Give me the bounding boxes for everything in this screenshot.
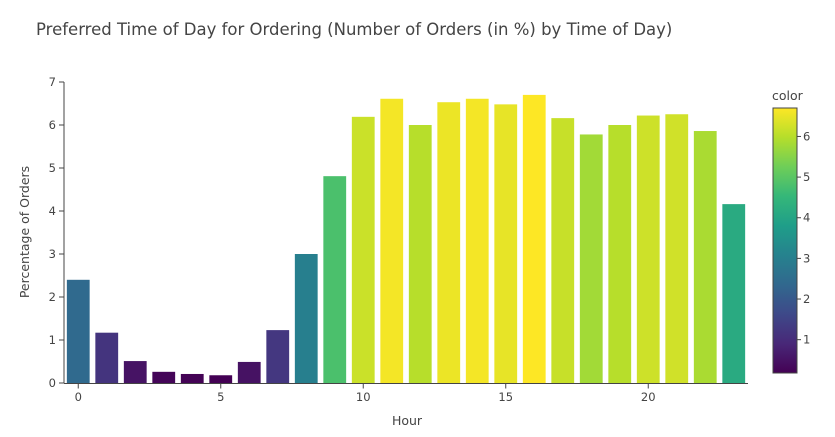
x-tick-label: 10 bbox=[356, 390, 371, 404]
y-tick-label: 1 bbox=[49, 333, 56, 347]
bars-layer bbox=[66, 94, 746, 384]
bar-hour-3 bbox=[152, 371, 176, 383]
bar-hour-1 bbox=[95, 332, 119, 383]
bar-hour-15 bbox=[494, 104, 518, 384]
bar-hour-22 bbox=[693, 131, 717, 383]
axes-layer: 0 1 2 3 4 5 6 7 0 5 10 15 20 bbox=[49, 75, 748, 404]
y-tick-label: 2 bbox=[49, 290, 56, 304]
bar-hour-21 bbox=[665, 114, 689, 383]
bar-hour-6 bbox=[237, 361, 261, 383]
bar-hour-20 bbox=[636, 115, 660, 383]
y-tick-label: 7 bbox=[49, 75, 56, 89]
bar-hour-0 bbox=[66, 279, 90, 383]
bar-hour-9 bbox=[323, 176, 347, 383]
y-tick-label: 5 bbox=[49, 161, 56, 175]
bar-hour-18 bbox=[579, 134, 603, 383]
y-tick-label: 6 bbox=[49, 118, 56, 132]
x-tick-label: 15 bbox=[498, 390, 513, 404]
colorbar-tick-label: 4 bbox=[803, 211, 810, 225]
colorbar-tick-label: 6 bbox=[803, 129, 810, 143]
bar-hour-17 bbox=[551, 118, 575, 384]
chart-title: Preferred Time of Day for Ordering (Numb… bbox=[36, 20, 673, 39]
x-tick-label: 20 bbox=[641, 390, 656, 404]
bar-hour-7 bbox=[266, 330, 290, 383]
y-tick-label: 0 bbox=[49, 376, 56, 390]
bar-hour-8 bbox=[294, 254, 318, 383]
y-tick-label: 4 bbox=[49, 204, 56, 218]
bar-hour-2 bbox=[123, 361, 147, 383]
bar-hour-19 bbox=[608, 125, 632, 383]
bar-hour-10 bbox=[351, 116, 375, 383]
colorbar-tick-label: 2 bbox=[803, 292, 810, 306]
bar-hour-12 bbox=[408, 125, 432, 383]
bar-hour-16 bbox=[522, 94, 546, 384]
colorbar-tick-label: 1 bbox=[803, 333, 810, 347]
colorbar-gradient bbox=[772, 107, 798, 374]
colorbar-tick-label: 5 bbox=[803, 170, 810, 184]
colorbar-tick-label: 3 bbox=[803, 251, 810, 265]
colorbar-title: color bbox=[772, 88, 804, 103]
bar-hour-5 bbox=[209, 375, 233, 383]
bar-hour-11 bbox=[380, 98, 404, 384]
x-tick-label: 5 bbox=[217, 390, 224, 404]
x-tick-label: 0 bbox=[75, 390, 82, 404]
bar-hour-14 bbox=[465, 98, 489, 384]
y-tick-label: 3 bbox=[49, 247, 56, 261]
bar-hour-13 bbox=[437, 102, 461, 384]
x-axis-title: Hour bbox=[392, 413, 423, 428]
bar-hour-23 bbox=[722, 204, 746, 383]
bar-hour-4 bbox=[180, 373, 204, 383]
y-axis-title: Percentage of Orders bbox=[17, 166, 32, 298]
colorbar: color 1 2 3 4 5 6 bbox=[772, 88, 810, 374]
